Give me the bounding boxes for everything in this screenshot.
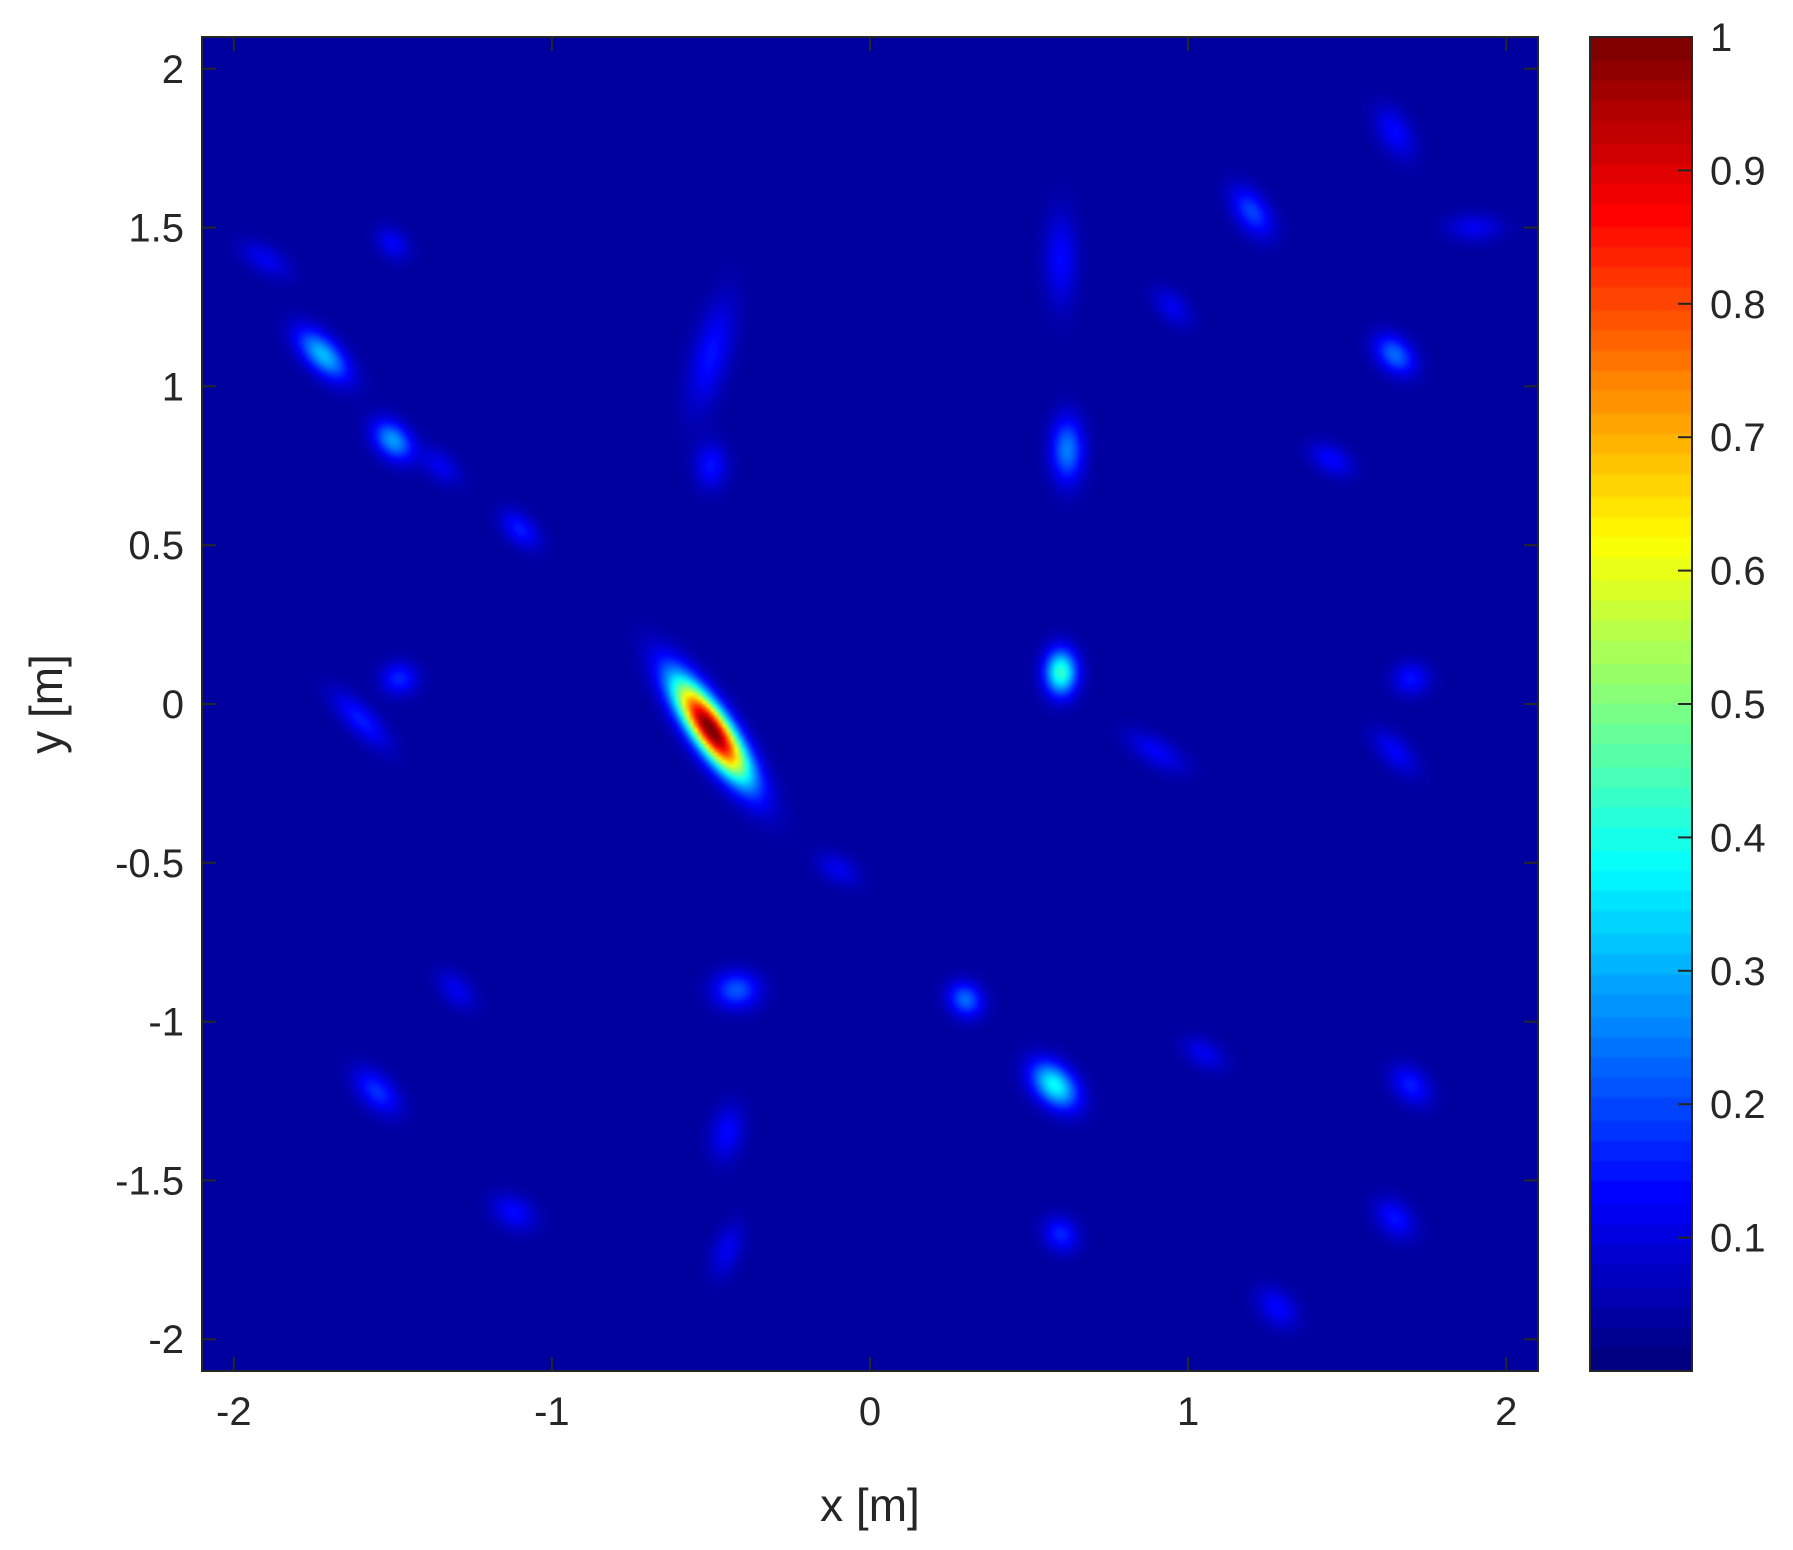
colorbar-tick-label: 0.7 (1710, 416, 1766, 460)
x-tick-label: 0 (859, 1390, 881, 1434)
y-tick-label: -2 (148, 1318, 184, 1362)
x-axis-label: x [m] (820, 1479, 920, 1531)
colorbar-tick-label: 0.2 (1710, 1083, 1766, 1127)
x-tick-label: -1 (534, 1390, 570, 1434)
colorbar-gradient-container (1590, 37, 1692, 1371)
y-axis-label: y [m] (20, 654, 72, 754)
colorbar-gradient (1590, 37, 1692, 1371)
colorbar-tick-label: 0.4 (1710, 816, 1766, 860)
colorbar-tick-label: 0.5 (1710, 683, 1766, 727)
x-axis-ticks: -2 -1 0 1 2 (216, 37, 1517, 1434)
colorbar-tick-label: 0.9 (1710, 149, 1766, 193)
x-tick-label: -2 (216, 1390, 252, 1434)
y-tick-label: 1 (162, 365, 184, 409)
heatmap-image-container (202, 37, 1538, 1371)
y-tick-label: 0 (162, 683, 184, 727)
colorbar-tick-label: 1 (1710, 16, 1732, 60)
x-tick-label: 2 (1495, 1390, 1517, 1434)
y-tick-label: 1.5 (128, 207, 184, 251)
y-axis-ticks: 2 1.5 1 0.5 0 -0.5 -1 -1.5 -2 (115, 48, 1538, 1362)
y-tick-label: 0.5 (128, 524, 184, 568)
x-tick-label: 1 (1177, 1390, 1199, 1434)
y-tick-label: -1.5 (115, 1159, 184, 1203)
colorbar-tick-label: 0.8 (1710, 283, 1766, 327)
plot-area (201, 36, 1539, 1372)
colorbar-tick-label: 0.3 (1710, 950, 1766, 994)
colorbar: 1 0.9 0.8 0.7 0.6 0.5 0.4 0.3 0.2 0.1 (1589, 16, 1766, 1372)
heatmap-image (202, 37, 1538, 1371)
colorbar-tick-label: 0.1 (1710, 1217, 1766, 1261)
y-tick-label: 2 (162, 48, 184, 92)
colorbar-tick-label: 0.6 (1710, 550, 1766, 594)
colorbar-ticks: 1 0.9 0.8 0.7 0.6 0.5 0.4 0.3 0.2 0.1 (1678, 16, 1766, 1261)
y-tick-label: -1 (148, 1001, 184, 1045)
y-tick-label: -0.5 (115, 842, 184, 886)
